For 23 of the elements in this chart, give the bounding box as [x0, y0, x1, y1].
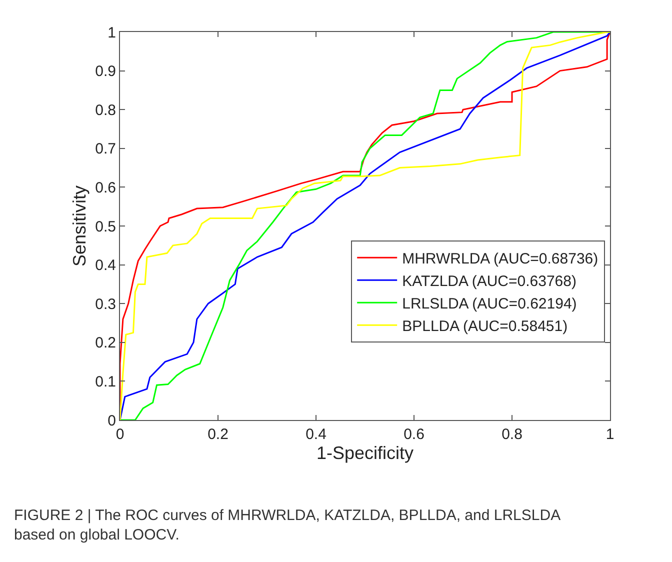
y-tick-label: 1: [108, 24, 116, 42]
y-tick-label: 0: [108, 412, 116, 430]
y-axis-title: Sensitivity: [69, 185, 90, 267]
x-axis-title: 1-Specificity: [316, 443, 414, 464]
y-tick-label: 0.2: [95, 334, 116, 352]
y-tick-label: 0.6: [95, 179, 116, 196]
legend-label: BPLLDA (AUC=0.58451): [402, 318, 568, 335]
x-tick-label: 1: [606, 426, 614, 443]
x-tick-label: 0.8: [502, 426, 522, 443]
caption: FIGURE 2 | The ROC curves of MHRWRLDA, KATZLDA, BPLLDA, and LRLSLDA based on global LOOCV.: [14, 507, 561, 544]
y-tick-label: 0.9: [95, 63, 116, 80]
y-tick-label: 0.3: [95, 296, 116, 313]
legend-label: KATZLDA (AUC=0.63768): [402, 273, 576, 290]
y-tick-label: 0.1: [95, 373, 116, 390]
x-tick-label: 0.2: [208, 426, 228, 443]
y-tick-label: 0.4: [95, 257, 116, 274]
y-tick-label: 0.8: [95, 102, 116, 119]
y-tick-label: 0.5: [95, 218, 116, 236]
y-tick-label: 0.7: [95, 140, 116, 158]
legend-label: MHRWRLDA (AUC=0.68736): [402, 250, 598, 268]
x-tick-label: 0.6: [404, 426, 424, 443]
legend-label: LRLSLDA (AUC=0.62194): [402, 296, 577, 312]
x-tick-label: 0.4: [306, 426, 326, 443]
